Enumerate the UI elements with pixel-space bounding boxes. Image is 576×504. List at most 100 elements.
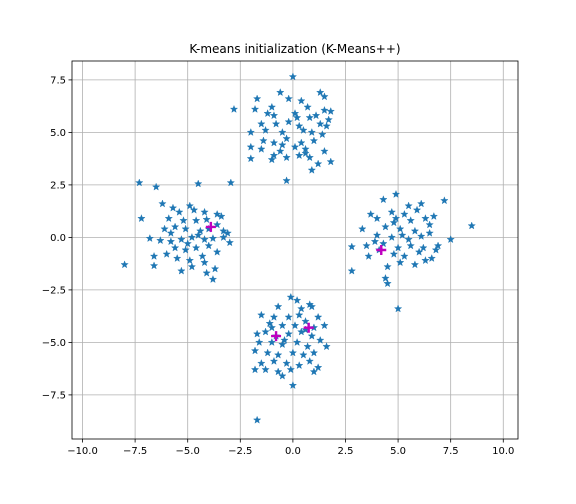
data-point-star [166,228,176,237]
data-point-star [185,256,194,265]
data-point-star [372,230,382,239]
x-tick-label: −7.5 [123,446,147,457]
data-point-star [276,88,285,97]
x-tick-label: 7.5 [443,446,459,457]
data-point-star [425,228,434,237]
data-point-star [295,121,304,130]
data-point-star [417,199,426,208]
data-point-star [181,245,190,254]
data-point-star [379,195,388,204]
data-point-star [297,96,306,105]
y-tick-label: 5.0 [50,128,66,139]
data-point-star [303,102,312,111]
data-point-star [284,312,293,321]
data-point-star [318,130,327,139]
data-point-star [282,359,291,367]
x-tick-label: 5.0 [390,446,406,457]
data-point-star [278,140,287,149]
data-point-star [297,304,306,313]
data-point-star [170,243,180,252]
data-point-star [324,115,333,124]
data-point-star [255,338,264,346]
data-point-star [391,214,401,223]
data-point-star [278,128,287,136]
data-point-star [246,142,255,151]
data-point-star [433,241,443,250]
data-point-star [307,128,316,136]
data-point-star [391,189,401,198]
data-point-star [246,128,255,136]
data-point-star [364,251,373,260]
data-point-star [282,153,291,162]
data-point-star [301,317,310,325]
centroid-marker [303,322,314,333]
data-point-star [322,121,331,130]
data-point-star [278,371,287,380]
data-point-star [313,312,323,321]
data-point-star [284,94,293,103]
data-point-star [404,235,413,244]
data-point-star [421,214,430,223]
data-point-star [393,304,403,313]
data-point-star [267,102,277,111]
data-point-star [417,231,426,240]
data-point-star [410,260,420,269]
data-point-star [311,111,321,120]
data-point-star [198,251,207,260]
data-point-star [274,367,283,376]
data-point-star [269,138,279,147]
data-point-star [280,335,289,344]
data-point-star [191,216,201,225]
grid [72,61,518,439]
data-point-star [137,214,146,223]
data-point-star [295,151,304,160]
data-point-star [135,178,144,187]
data-point-star [381,222,390,231]
data-point-star [347,242,356,251]
data-point-star [303,342,312,351]
data-point-star [406,241,415,250]
data-point-star [226,178,235,187]
data-point-star [168,203,178,212]
data-point-star [305,300,314,309]
data-point-star [282,134,291,143]
data-point-star [274,302,283,311]
data-point-star [196,226,205,235]
data-point-star [292,296,302,304]
data-point-star [299,125,308,134]
data-point-star [200,207,209,216]
data-point-star [427,254,436,262]
x-tick-label: 10.0 [492,446,514,457]
data-point-star [381,273,390,282]
data-point-star [158,199,167,208]
data-point-star [320,146,329,155]
data-point-star [286,292,295,301]
data-point-star [225,238,234,247]
data-point-star [257,144,266,153]
data-point-star [257,310,266,319]
data-point-star [202,215,211,224]
data-point-star [410,226,420,235]
data-point-star [297,138,306,147]
data-point-star [414,247,424,256]
data-point-star [396,258,405,267]
data-point-star [305,113,314,122]
data-point-star [208,234,218,242]
data-point-star [370,237,380,246]
data-point-star [202,268,211,277]
data-point-star [149,251,159,260]
data-point-star [305,153,314,162]
data-point-star [326,107,335,115]
data-point-star [398,230,407,239]
data-point-star [419,243,428,252]
data-point-star [263,109,272,118]
data-point-star [164,214,173,223]
data-point-star [189,205,199,214]
data-point-star [406,216,415,225]
data-point-star [309,348,319,357]
y-tick-label: −2.5 [42,285,66,296]
data-point-star [313,363,323,372]
data-point-star [120,260,129,269]
